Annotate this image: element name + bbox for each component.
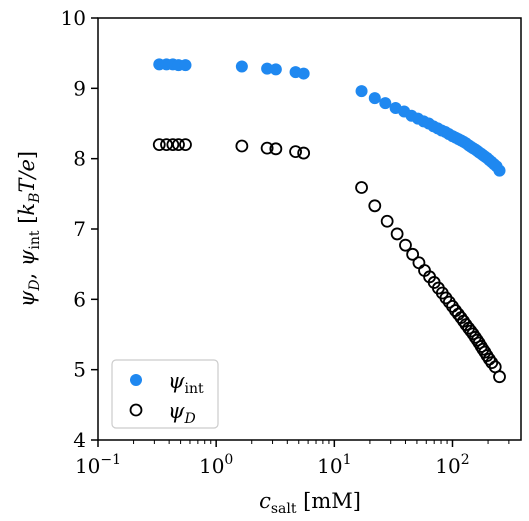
psi-d-point-12 (380, 214, 394, 228)
psi-d-point-13 (390, 227, 404, 241)
y-axis-label: ψD, ψint [kBT/e] (15, 151, 43, 307)
psi-d-point-31 (464, 324, 478, 338)
psi-d-point-1 (160, 138, 173, 152)
svg-text:ψD, ψint [kBT/e]: ψD, ψint [kBT/e] (15, 151, 43, 307)
legend: ψint ψD (111, 359, 219, 429)
x-tick-label-1: 100 (199, 452, 233, 478)
psi-d-point-16 (412, 256, 426, 270)
y-tick-label-1: 5 (73, 358, 86, 382)
y-tick-label-4: 8 (73, 147, 86, 171)
psi-d-point-4 (179, 138, 192, 152)
plot-area: 4 5 6 7 8 9 10 10−1 100 101 102 (61, 6, 522, 478)
psi-d-point-37 (476, 342, 490, 356)
psi-int-point-7 (269, 63, 282, 76)
psi-d-point-6 (260, 141, 274, 155)
psi-d-point-2 (166, 138, 180, 152)
psi-d-point-14 (399, 238, 412, 252)
y-tick-label-2: 6 (73, 287, 86, 311)
axis-ticks: 4 5 6 7 8 9 10 10−1 100 101 102 (61, 6, 510, 478)
y-tick-label-5: 9 (73, 76, 86, 100)
y-tick-label-3: 7 (73, 217, 86, 241)
x-tick-label-0: 10−1 (75, 452, 121, 478)
psi-int-point-44 (493, 164, 506, 177)
x-label-c: c (259, 489, 271, 513)
legend-label-psi-int: ψint (168, 369, 204, 397)
psi-d-point-0 (152, 138, 166, 152)
x-tick-label-2: 101 (317, 452, 351, 478)
x-tick-label-3: 102 (435, 452, 469, 478)
psi-d-point-11 (368, 199, 382, 213)
psi-d-point-34 (470, 333, 484, 347)
y-tick-label-0: 4 (73, 428, 86, 452)
psi-int-point-5 (235, 60, 248, 73)
psi-d-point-7 (269, 142, 283, 156)
psi-int-point-11 (368, 92, 381, 105)
legend-marker-psi-d (129, 403, 143, 417)
psi-int-point-10 (355, 85, 368, 98)
psi-d-point-15 (406, 247, 420, 261)
psi-d-point-5 (235, 139, 249, 153)
psi-int-point-9 (297, 67, 310, 80)
data-points (152, 58, 506, 384)
x-axis-label: csalt [mM] (259, 489, 361, 517)
x-label-sub: salt (271, 501, 297, 517)
legend-marker-psi-int (130, 374, 142, 386)
psi-int-point-4 (179, 59, 192, 72)
y-tick-label-6: 10 (61, 6, 86, 30)
x-label-units: [mM] (296, 489, 360, 513)
psi-d-point-9 (297, 146, 311, 160)
svg-text:csalt [mM]: csalt [mM] (259, 489, 361, 517)
psi-d-point-3 (172, 138, 185, 152)
psi-d-point-43 (493, 370, 506, 384)
psi-int-point-6 (261, 62, 274, 75)
psi-d-point-10 (355, 181, 368, 194)
psi-int-point-12 (379, 97, 392, 110)
psi-d-point-8 (289, 145, 302, 159)
legend-label-psi-d: ψD (168, 399, 196, 427)
